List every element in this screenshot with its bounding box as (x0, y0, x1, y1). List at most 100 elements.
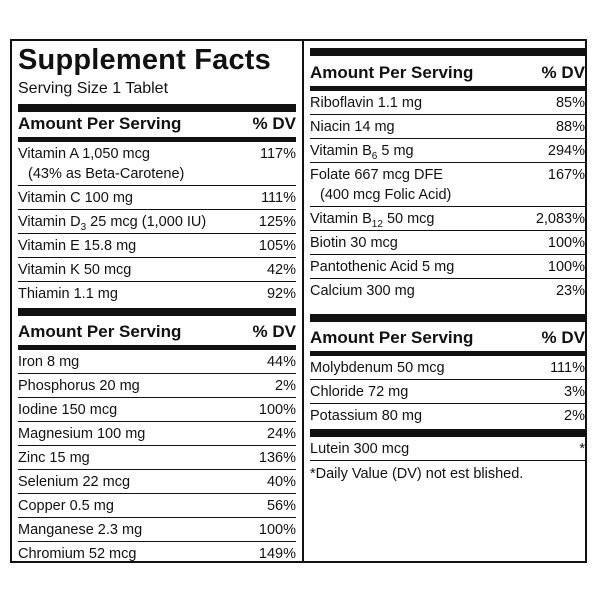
nutrient-name: Riboflavin 1.1 mg (310, 95, 423, 111)
nutrient-row: Niacin 14 mg 88% (310, 115, 585, 139)
nutrient-name: Folate 667 mcg DFE (400 mcg Folic Acid) (310, 167, 452, 203)
dv-label: % DV (541, 63, 585, 82)
nutrient-name: Molybdenum 50 mcg (310, 360, 445, 376)
nutrient-row: Vitamin C 100 mg 111% (18, 186, 296, 210)
thick-rule (310, 429, 585, 437)
nutrient-name: Pantothenic Acid 5 mg (310, 259, 455, 275)
nutrient-row: Vitamin E 15.8 mg 105% (18, 234, 296, 258)
dv-label: % DV (541, 328, 585, 347)
nutrient-row: Potassium 80 mg 2% (310, 404, 585, 427)
nutrient-name: Zinc 15 mg (18, 450, 90, 466)
nutrient-name: Vitamin A 1,050 mcg (43% as Beta-Carotene… (18, 146, 185, 182)
nutrient-dv: 100% (258, 522, 296, 538)
nutrient-row: Selenium 22 mcg 40% (18, 470, 296, 494)
nutrient-row: Iron 8 mg 44% (18, 350, 296, 374)
nutrient-dv: 117% (259, 146, 296, 162)
amount-per-serving-label: Amount Per Serving (310, 63, 474, 82)
nutrient-row: Vitamin D3 25 mcg (1,000 IU) 125% (18, 210, 296, 234)
nutrient-dv: 111% (261, 190, 296, 206)
nutrient-row: Manganese 2.3 mg 100% (18, 518, 296, 542)
right-section-1: Riboflavin 1.1 mg 85% Niacin 14 mg 88% Vitam… (310, 91, 585, 302)
nutrient-note: (43% as Beta-Carotene) (28, 166, 185, 182)
nutrient-row: Lutein 300 mcg * (310, 437, 585, 460)
nutrient-name: Vitamin E 15.8 mg (18, 238, 137, 254)
left-column: Supplement Facts Serving Size 1 Tablet A… (18, 44, 296, 565)
nutrient-row: Vitamin A 1,050 mcg (43% as Beta-Carotene… (18, 142, 296, 186)
nutrient-dv: 40% (266, 474, 296, 490)
nutrient-dv: 100% (547, 235, 585, 251)
amount-per-serving-label: Amount Per Serving (310, 328, 474, 347)
right-column: Amount Per Serving % DV Riboflavin 1.1 m… (310, 44, 587, 483)
dv-label: % DV (252, 114, 296, 133)
dv-label: % DV (252, 322, 296, 341)
medium-rule (310, 86, 585, 91)
nutrient-row: Zinc 15 mg 136% (18, 446, 296, 470)
nutrient-dv: 42% (266, 262, 296, 278)
nutrient-dv: 88% (555, 119, 585, 135)
nutrient-name: Magnesium 100 mg (18, 426, 146, 442)
nutrient-name: Biotin 30 mcg (310, 235, 398, 251)
thin-rule (310, 460, 585, 461)
nutrient-name: Potassium 80 mg (310, 408, 423, 424)
nutrient-name: Copper 0.5 mg (18, 498, 114, 514)
nutrient-row: Folate 667 mcg DFE (400 mcg Folic Acid) 16… (310, 163, 585, 207)
nutrient-dv: 105% (258, 238, 296, 254)
nutrient-dv: 92% (266, 286, 296, 302)
nutrient-name: Vitamin C 100 mg (18, 190, 133, 206)
nutrient-name: Vitamin K 50 mcg (18, 262, 132, 278)
nutrient-row: Calcium 300 mg 23% (310, 279, 585, 302)
nutrient-dv: * (579, 441, 585, 457)
nutrient-dv: 125% (258, 214, 296, 230)
column-divider (302, 39, 304, 563)
nutrient-name: Vitamin B6 5 mg (310, 143, 414, 162)
nutrient-row: Magnesium 100 mg 24% (18, 422, 296, 446)
nutrient-dv: 100% (258, 402, 296, 418)
serving-size: Serving Size 1 Tablet (18, 80, 169, 97)
supplement-facts-panel (10, 39, 587, 563)
nutrient-row: Biotin 30 mcg 100% (310, 231, 585, 255)
nutrient-dv: 85% (555, 95, 585, 111)
nutrient-name: Chloride 72 mg (310, 384, 409, 400)
nutrient-dv: 100% (547, 259, 585, 275)
section-header: Amount Per Serving % DV (18, 112, 296, 137)
nutrient-name: Chromium 52 mcg (18, 546, 137, 562)
nutrient-dv: 3% (564, 384, 585, 400)
nutrient-name: Vitamin B12 50 mcg (310, 211, 435, 230)
nutrient-name: Lutein 300 mcg (310, 441, 410, 457)
nutrient-name: Phosphorus 20 mg (18, 378, 140, 394)
thick-rule (18, 308, 296, 316)
nutrient-name: Iodine 150 mcg (18, 402, 118, 418)
right-section-2: Molybdenum 50 mcg 111% Chloride 72 mg 3% Pot… (310, 356, 585, 427)
panel-title: Supplement Facts (18, 44, 271, 76)
nutrient-name: Manganese 2.3 mg (18, 522, 143, 538)
nutrient-name: Iron 8 mg (18, 354, 80, 370)
nutrient-row: Iodine 150 mcg 100% (18, 398, 296, 422)
footnote: *Daily Value (DV) not est blished. (310, 466, 524, 482)
thick-rule (310, 48, 585, 56)
amount-per-serving-label: Amount Per Serving (18, 114, 182, 133)
nutrient-dv: 136% (258, 450, 296, 466)
nutrient-row: Vitamin B12 50 mcg 2,083% (310, 207, 585, 231)
section-header: Amount Per Serving % DV (310, 56, 585, 86)
medium-rule (18, 137, 296, 142)
medium-rule (18, 345, 296, 350)
nutrient-dv: 56% (266, 498, 296, 514)
nutrient-row: Pantothenic Acid 5 mg 100% (310, 255, 585, 279)
section-header: Amount Per Serving % DV (310, 322, 585, 351)
nutrient-name: Selenium 22 mcg (18, 474, 131, 490)
nutrient-row: Phosphorus 20 mg 2% (18, 374, 296, 398)
nutrient-row: Vitamin B6 5 mg 294% (310, 139, 585, 163)
thick-rule (310, 314, 585, 322)
nutrient-row: Vitamin K 50 mcg 42% (18, 258, 296, 282)
amount-per-serving-label: Amount Per Serving (18, 322, 182, 341)
nutrient-row: Chloride 72 mg 3% (310, 380, 585, 404)
nutrient-name: Thiamin 1.1 mg (18, 286, 118, 302)
nutrient-name: Vitamin D3 25 mcg (1,000 IU) (18, 214, 207, 233)
nutrient-dv: 2% (564, 408, 585, 424)
nutrient-row: Copper 0.5 mg 56% (18, 494, 296, 518)
nutrient-dv: 44% (266, 354, 296, 370)
nutrient-dv: 167% (547, 167, 585, 183)
nutrient-row: Molybdenum 50 mcg 111% (310, 356, 585, 380)
thick-rule (18, 104, 296, 112)
nutrient-row: Thiamin 1.1 mg 92% (18, 282, 296, 305)
